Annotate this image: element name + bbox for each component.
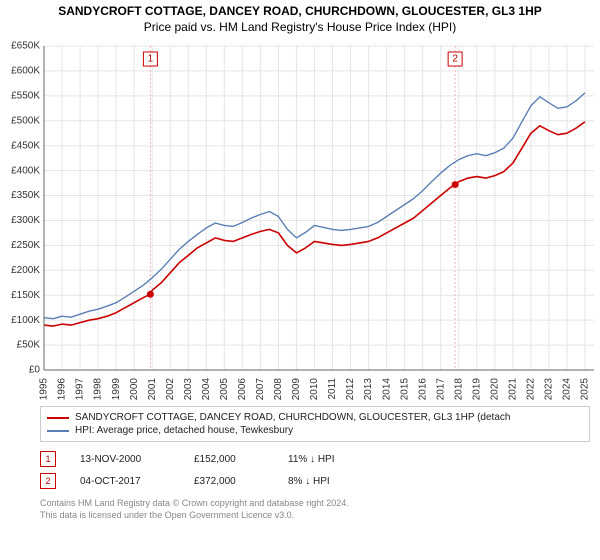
- svg-text:2: 2: [452, 54, 458, 65]
- svg-text:2013: 2013: [363, 378, 374, 400]
- svg-text:2019: 2019: [471, 378, 482, 400]
- svg-text:2010: 2010: [309, 378, 320, 400]
- marker-pct: 11% ↓ HPI: [288, 454, 378, 465]
- svg-text:2004: 2004: [201, 378, 212, 400]
- footer-line-2: This data is licensed under the Open Gov…: [40, 510, 590, 522]
- svg-text:2025: 2025: [580, 378, 591, 400]
- svg-text:2022: 2022: [526, 378, 537, 400]
- svg-text:1997: 1997: [75, 378, 86, 400]
- svg-text:2017: 2017: [435, 378, 446, 400]
- svg-text:2007: 2007: [255, 378, 266, 400]
- legend-item: HPI: Average price, detached house, Tewk…: [47, 424, 583, 437]
- legend-item: SANDYCROFT COTTAGE, DANCEY ROAD, CHURCHD…: [47, 411, 583, 424]
- footer-line-1: Contains HM Land Registry data © Crown c…: [40, 498, 590, 510]
- marker-row: 1 13-NOV-2000 £152,000 11% ↓ HPI: [40, 448, 590, 470]
- legend-label: HPI: Average price, detached house, Tewk…: [75, 425, 293, 436]
- price-chart: £0 £50K £100K £150K £200K £250K £300K £350K £400…: [0, 40, 600, 400]
- page-subtitle: Price paid vs. HM Land Registry's House …: [0, 18, 600, 40]
- marker-badge: 1: [40, 451, 56, 467]
- svg-text:2015: 2015: [399, 378, 410, 400]
- svg-text:£150K: £150K: [11, 290, 40, 301]
- svg-text:£550K: £550K: [11, 90, 40, 101]
- svg-text:£450K: £450K: [11, 140, 40, 151]
- marker-badge: 2: [40, 473, 56, 489]
- legend: SANDYCROFT COTTAGE, DANCEY ROAD, CHURCHD…: [40, 406, 590, 442]
- svg-text:2023: 2023: [544, 378, 555, 400]
- chart-svg: £0 £50K £100K £150K £200K £250K £300K £350K £400…: [0, 40, 600, 400]
- marker-date: 13-NOV-2000: [80, 454, 170, 465]
- marker-price: £152,000: [194, 454, 264, 465]
- svg-text:£50K: £50K: [17, 340, 41, 351]
- svg-text:2020: 2020: [489, 378, 500, 400]
- marker-pct: 8% ↓ HPI: [288, 476, 378, 487]
- svg-text:2016: 2016: [417, 378, 428, 400]
- svg-text:2005: 2005: [219, 378, 230, 400]
- marker-date: 04-OCT-2017: [80, 476, 170, 487]
- svg-text:2002: 2002: [165, 378, 176, 400]
- svg-text:£650K: £650K: [11, 41, 40, 52]
- svg-text:£300K: £300K: [11, 215, 40, 226]
- legend-swatch: [47, 417, 69, 419]
- svg-text:2018: 2018: [453, 378, 464, 400]
- legend-swatch: [47, 430, 69, 432]
- svg-text:2012: 2012: [345, 378, 356, 400]
- svg-text:2009: 2009: [291, 378, 302, 400]
- marker-table: 1 13-NOV-2000 £152,000 11% ↓ HPI 2 04-OCT-201…: [40, 448, 590, 492]
- svg-text:1996: 1996: [57, 378, 68, 400]
- svg-text:2003: 2003: [183, 378, 194, 400]
- svg-text:£200K: £200K: [11, 265, 40, 276]
- svg-text:£600K: £600K: [11, 66, 40, 77]
- svg-text:2011: 2011: [327, 378, 338, 400]
- legend-label: SANDYCROFT COTTAGE, DANCEY ROAD, CHURCHD…: [75, 412, 510, 423]
- footer-attribution: Contains HM Land Registry data © Crown c…: [40, 498, 590, 521]
- marker-row: 2 04-OCT-2017 £372,000 8% ↓ HPI: [40, 470, 590, 492]
- svg-text:£250K: £250K: [11, 240, 40, 251]
- svg-text:1995: 1995: [39, 378, 50, 400]
- svg-text:£0: £0: [29, 365, 41, 376]
- svg-text:£350K: £350K: [11, 190, 40, 201]
- svg-text:1998: 1998: [93, 378, 104, 400]
- svg-text:2001: 2001: [147, 378, 158, 400]
- svg-text:2024: 2024: [562, 378, 573, 400]
- page-title: SANDYCROFT COTTAGE, DANCEY ROAD, CHURCHD…: [0, 0, 600, 18]
- svg-text:1: 1: [148, 54, 154, 65]
- svg-text:1999: 1999: [111, 378, 122, 400]
- svg-text:2021: 2021: [507, 378, 518, 400]
- marker-price: £372,000: [194, 476, 264, 487]
- svg-text:2006: 2006: [237, 378, 248, 400]
- svg-text:£400K: £400K: [11, 165, 40, 176]
- svg-text:£100K: £100K: [11, 315, 40, 326]
- svg-text:2000: 2000: [129, 378, 140, 400]
- svg-text:2014: 2014: [381, 378, 392, 400]
- svg-text:£500K: £500K: [11, 115, 40, 126]
- svg-text:2008: 2008: [273, 378, 284, 400]
